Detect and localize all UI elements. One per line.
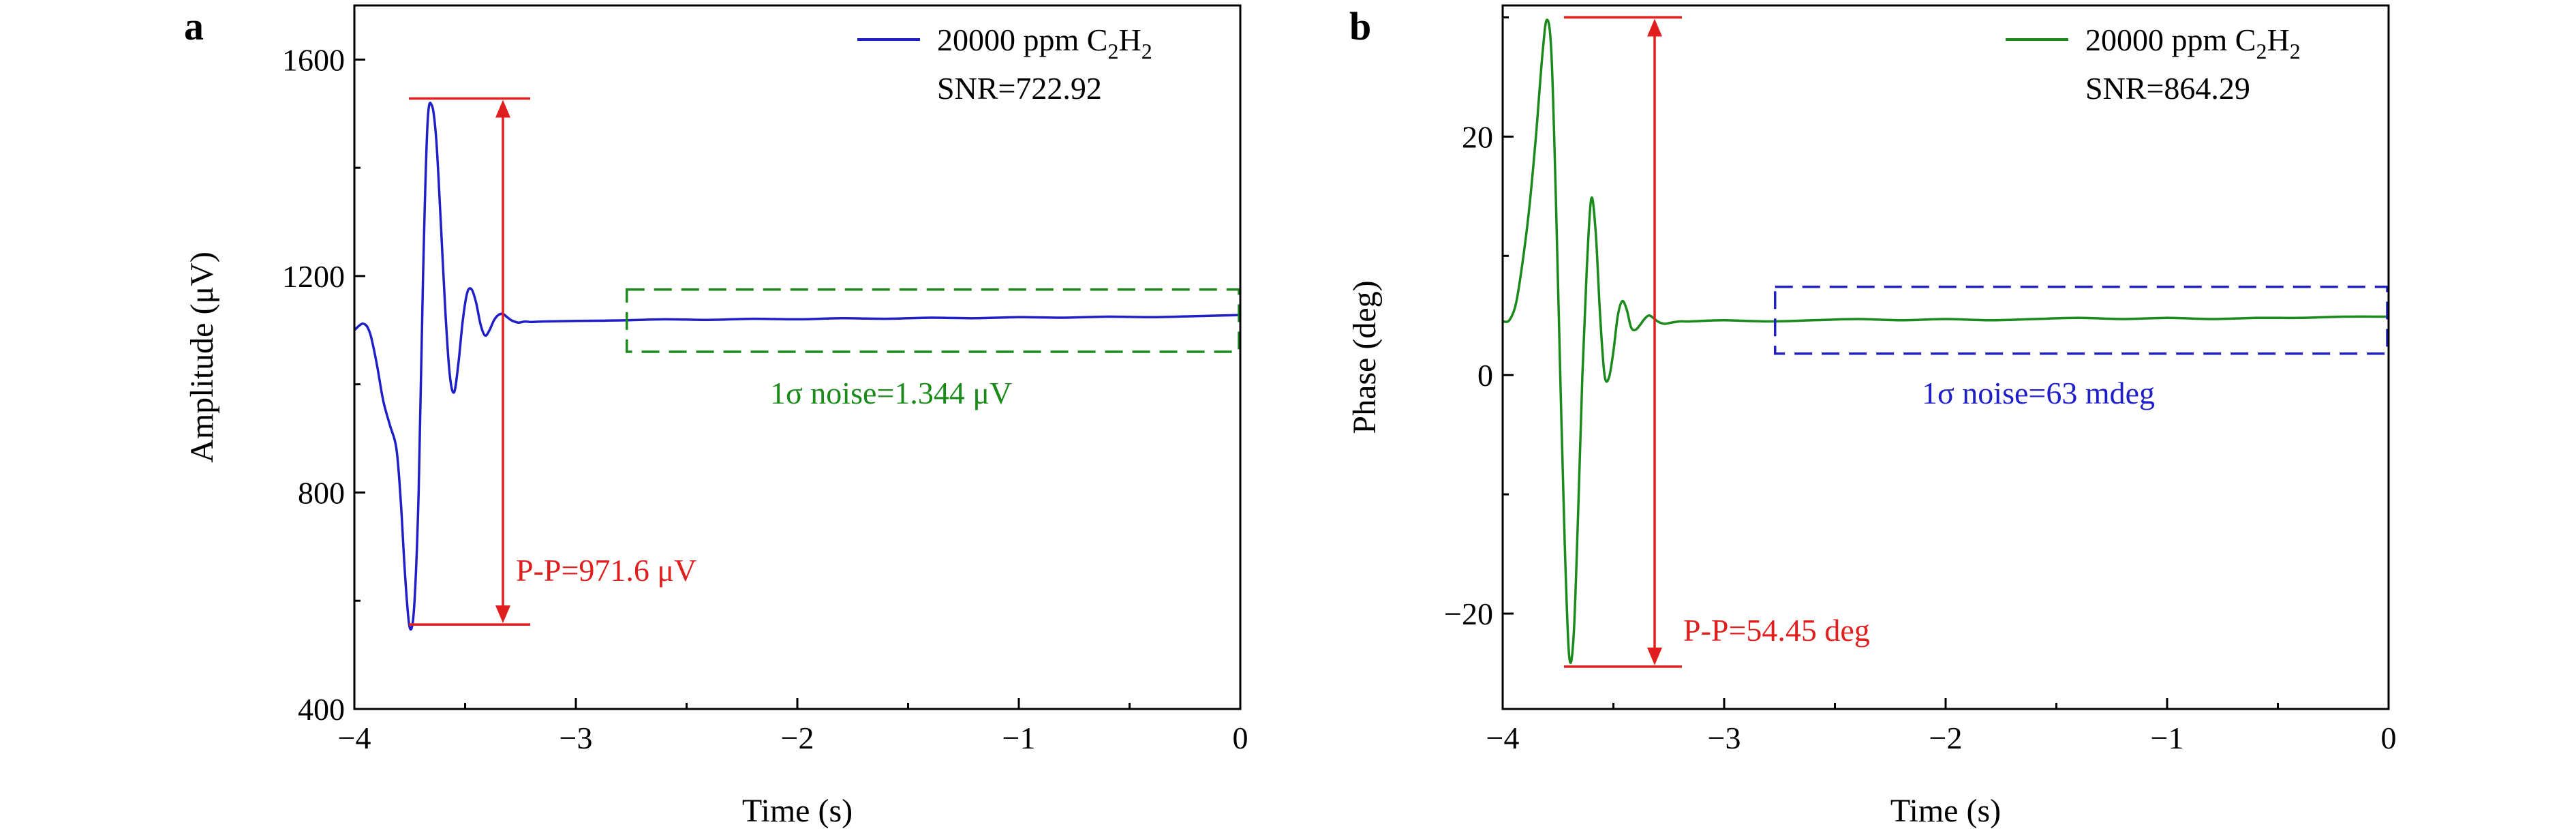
panel-b-pp-arrow-down <box>1647 647 1662 665</box>
panel-b-tick-labels: −4 −3 −2 −1 0 −20 0 20 <box>1444 119 2396 755</box>
panel-b-snr-label: SNR=864.29 <box>2085 71 2250 106</box>
panel-a-xtick-label: −1 <box>1002 721 1036 755</box>
panel-a-annotations <box>409 97 1240 626</box>
panel-a-ticks <box>353 58 1242 710</box>
panel-a-pp-label: P-P=971.6 μV <box>516 553 696 588</box>
panel-a-snr-label: SNR=722.92 <box>937 71 1102 106</box>
panel-a: a −4 −3 −2 −1 0 400 800 1200 1600 Time (s) Ampli… <box>184 4 1248 829</box>
panel-b-ytick-label: 0 <box>1477 358 1493 393</box>
panel-a-noise-box <box>626 288 1240 353</box>
panel-b-annotations <box>1564 16 2389 668</box>
panel-a-noise-label: 1σ noise=1.344 μV <box>770 376 1012 410</box>
panel-b-legend-label: 20000 ppm C2H2 <box>2085 22 2301 63</box>
panel-b-plot-frame <box>1501 4 2390 710</box>
panel-a-ytick-label: 800 <box>298 475 345 510</box>
panel-a-ytick-label: 1200 <box>282 259 345 294</box>
panel-b-xlabel: Time (s) <box>1890 793 2001 829</box>
panel-b-legend: 20000 ppm C2H2 SNR=864.29 <box>2006 22 2301 106</box>
panel-a-letter: a <box>184 4 204 48</box>
panel-b-letter: b <box>1349 4 1371 48</box>
panel-a-ylabel: Amplitude (μV) <box>184 252 220 463</box>
panel-b-xtick-label: −4 <box>1486 721 1520 755</box>
panel-a-xtick-label: −2 <box>781 721 814 755</box>
panel-a-ytick-label: 1600 <box>282 42 345 77</box>
panel-a-xtick-label: −4 <box>338 721 371 755</box>
panel-a-tick-labels: −4 −3 −2 −1 0 400 800 1200 1600 <box>282 42 1248 755</box>
panel-b-xtick-label: −2 <box>1929 721 1963 755</box>
panel-b-xtick-label: −3 <box>1708 721 1741 755</box>
panel-a-pp-arrow-up <box>495 100 510 118</box>
panel-b-ytick-label: 20 <box>1462 119 1493 154</box>
panel-a-legend: 20000 ppm C2H2 SNR=722.92 <box>857 22 1152 106</box>
panel-a-ytick-label: 400 <box>298 692 345 727</box>
panel-a-legend-label: 20000 ppm C2H2 <box>937 22 1152 63</box>
panel-a-xtick-label: 0 <box>1233 721 1248 755</box>
panel-b-ticks <box>1501 16 2390 709</box>
panel-b-pp-label: P-P=54.45 deg <box>1683 613 1870 648</box>
panel-a-series <box>353 102 1241 631</box>
panel-a-pp-arrow-down <box>495 605 510 624</box>
panel-a-series-line-0 <box>353 102 1241 631</box>
panel-b-series <box>1502 18 2389 665</box>
panel-a-xtick-label: −3 <box>559 721 593 755</box>
panel-b-xtick-label: 0 <box>2381 721 2397 755</box>
panel-b: b −4 −3 −2 −1 0 −20 0 20 Time (s) Phase (deg) 2… <box>1347 4 2397 829</box>
panel-a-plot-frame <box>353 4 1242 710</box>
panel-b-pp-arrow-up <box>1647 18 1662 37</box>
panel-b-ytick-label: −20 <box>1444 596 1493 631</box>
panel-b-ylabel: Phase (deg) <box>1347 280 1383 434</box>
panel-b-noise-label: 1σ noise=63 mdeg <box>1922 376 2155 410</box>
panel-b-series-line-0 <box>1502 18 2389 665</box>
panel-b-noise-box <box>1774 286 2389 355</box>
panel-b-xtick-label: −1 <box>2151 721 2184 755</box>
panel-a-xlabel: Time (s) <box>742 793 853 829</box>
